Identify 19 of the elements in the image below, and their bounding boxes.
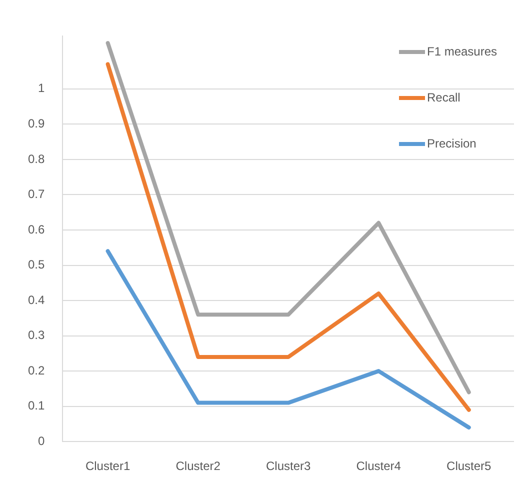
y-tick-label: 0.3 [28, 328, 45, 342]
legend-label: Recall [427, 90, 460, 104]
x-tick-label: Cluster4 [356, 459, 402, 474]
legend-label: F1 measures [427, 44, 498, 58]
y-tick-label: 0.8 [28, 152, 45, 166]
x-tick-label: Cluster1 [85, 459, 130, 474]
x-tick-label: Cluster5 [446, 459, 492, 474]
x-tick-label: Cluster2 [176, 459, 221, 474]
legend-label: Precision [427, 136, 476, 150]
y-tick-label: 0.5 [28, 258, 45, 272]
y-tick-label: 0 [38, 434, 45, 448]
y-tick-label: 0.1 [28, 398, 45, 413]
y-tick-label: 0.7 [28, 187, 45, 202]
y-tick-label: 0.9 [28, 116, 45, 130]
y-tick-label: 1 [38, 81, 45, 96]
y-tick-label: 0.2 [28, 363, 45, 378]
x-tick-label: Cluster3 [266, 459, 312, 474]
y-tick-label: 0.6 [28, 222, 45, 236]
y-tick-label: 0.4 [28, 292, 45, 307]
